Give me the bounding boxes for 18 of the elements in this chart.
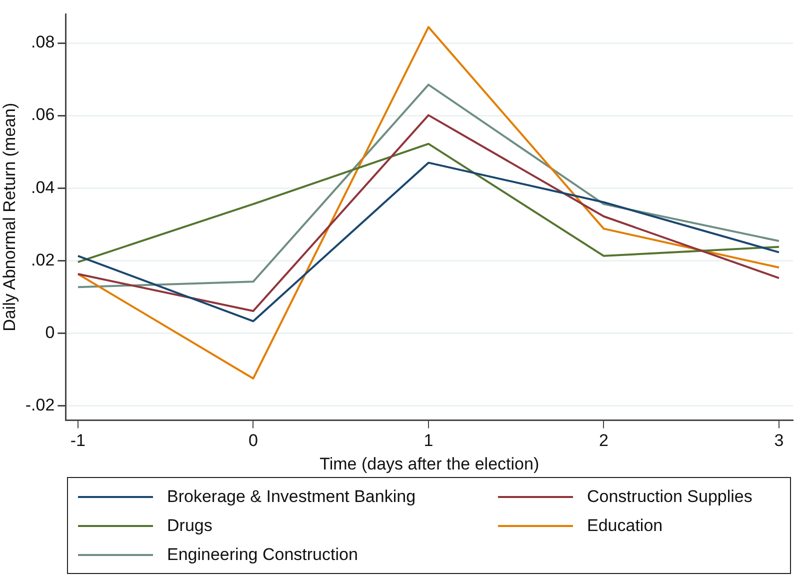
y-tick-label: 0: [45, 322, 55, 342]
y-tick-label: .08: [31, 32, 55, 52]
x-tick-label: -1: [70, 431, 86, 450]
legend-label: Drugs: [167, 516, 212, 536]
y-axis-title: Daily Abnormal Return (mean): [0, 102, 19, 332]
x-tick-label: 1: [424, 431, 434, 450]
y-tick-label: .06: [31, 105, 55, 124]
x-tick-label: 2: [598, 431, 608, 450]
y-tick-label: .04: [31, 178, 55, 197]
legend-label: Education: [587, 516, 663, 536]
x-tick-label: 3: [774, 431, 784, 450]
y-tick-label: .02: [31, 250, 55, 270]
x-axis-title: Time (days after the election): [320, 454, 540, 474]
legend-label: Construction Supplies: [587, 486, 752, 506]
legend-label: Engineering Construction: [167, 544, 358, 564]
legend-label: Brokerage & Investment Banking: [167, 486, 416, 506]
y-tick-label: -.02: [25, 395, 55, 414]
x-tick-label: 0: [248, 431, 258, 450]
